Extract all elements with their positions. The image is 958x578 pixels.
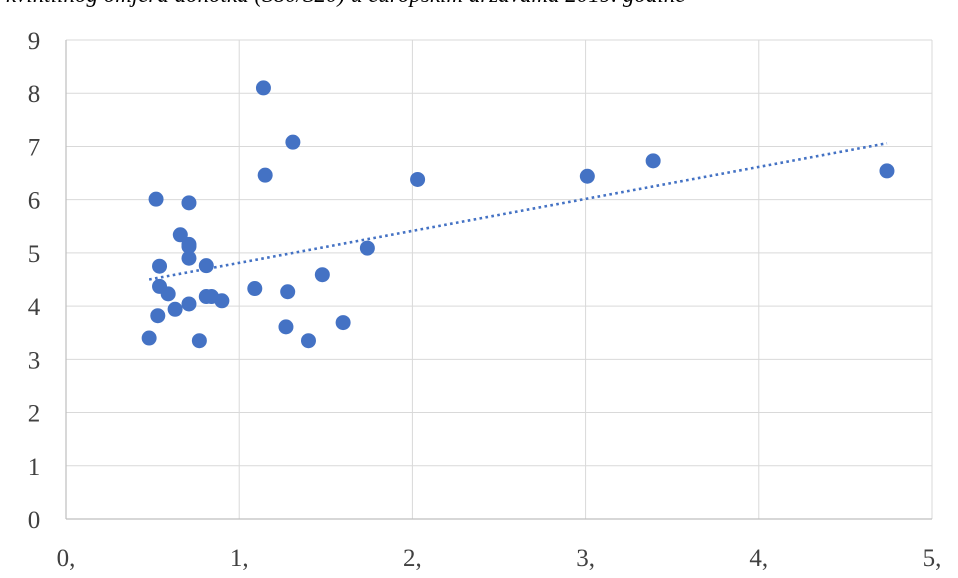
data-point xyxy=(579,168,595,184)
x-tick-label: 1, xyxy=(230,545,249,572)
y-tick-label: 8 xyxy=(28,81,41,108)
data-point xyxy=(181,250,197,266)
data-point xyxy=(181,239,197,255)
data-point xyxy=(150,308,166,324)
data-point xyxy=(335,315,351,331)
y-tick-label: 0 xyxy=(28,507,41,534)
tick-labels: 0 1 2 3 4 5 6 7 8 9 0, 1, 2, 3, 4, 5, xyxy=(28,28,942,572)
data-point xyxy=(148,191,164,207)
y-tick-label: 1 xyxy=(28,454,41,481)
y-tick-label: 3 xyxy=(28,347,41,374)
data-point xyxy=(167,301,183,317)
data-point xyxy=(359,240,375,256)
data-point xyxy=(198,258,214,274)
y-tick-label: 6 xyxy=(28,188,41,215)
y-tick-label: 4 xyxy=(28,294,41,321)
data-point xyxy=(257,167,273,183)
y-tick-label: 7 xyxy=(28,134,41,161)
data-point xyxy=(255,80,271,96)
x-tick-label: 5, xyxy=(923,545,942,572)
data-point xyxy=(172,227,188,243)
data-point xyxy=(278,319,294,335)
trendline-group xyxy=(148,141,888,281)
data-point xyxy=(191,333,207,349)
gridlines xyxy=(66,39,933,519)
axes xyxy=(65,40,932,520)
trendline xyxy=(148,141,888,281)
x-tick-label: 4, xyxy=(749,545,768,572)
data-point xyxy=(879,163,895,179)
data-point xyxy=(300,333,316,349)
x-tick-label: 0, xyxy=(57,545,76,572)
data-point xyxy=(645,153,661,169)
y-tick-label: 9 xyxy=(28,28,41,55)
y-tick-label: 5 xyxy=(28,241,41,268)
data-point xyxy=(280,284,296,300)
y-tick-label: 2 xyxy=(28,401,41,428)
chart-caption: kvintilnog omjera dohotka (S80/S20) u eu… xyxy=(6,0,685,8)
data-point xyxy=(141,330,157,346)
data-point xyxy=(247,281,263,297)
data-point xyxy=(410,171,426,187)
data-point xyxy=(181,195,197,211)
x-tick-label: 2, xyxy=(403,545,422,572)
data-point xyxy=(152,258,168,274)
data-point xyxy=(285,134,301,150)
data-point xyxy=(181,296,197,312)
data-point xyxy=(160,286,176,302)
x-tick-label: 3, xyxy=(576,545,595,572)
data-points xyxy=(141,80,895,349)
data-point xyxy=(314,267,330,283)
data-point xyxy=(214,293,230,309)
